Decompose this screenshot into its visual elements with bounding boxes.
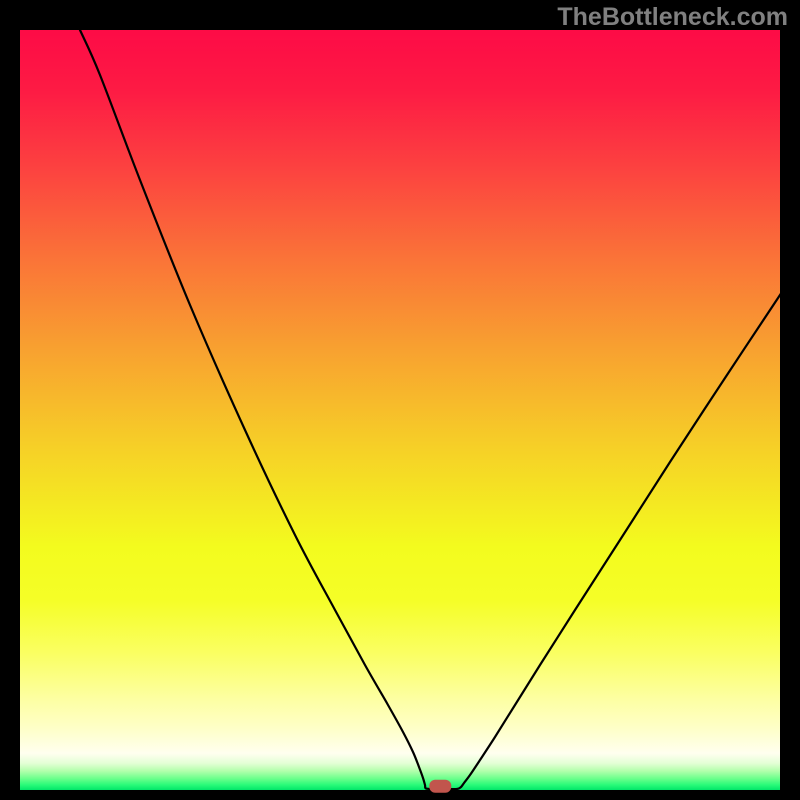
watermark-text: TheBottleneck.com (557, 3, 788, 32)
plot-background (20, 30, 780, 790)
optimum-marker (429, 780, 451, 793)
plot-svg (0, 0, 800, 800)
chart-root: TheBottleneck.com (0, 0, 800, 800)
